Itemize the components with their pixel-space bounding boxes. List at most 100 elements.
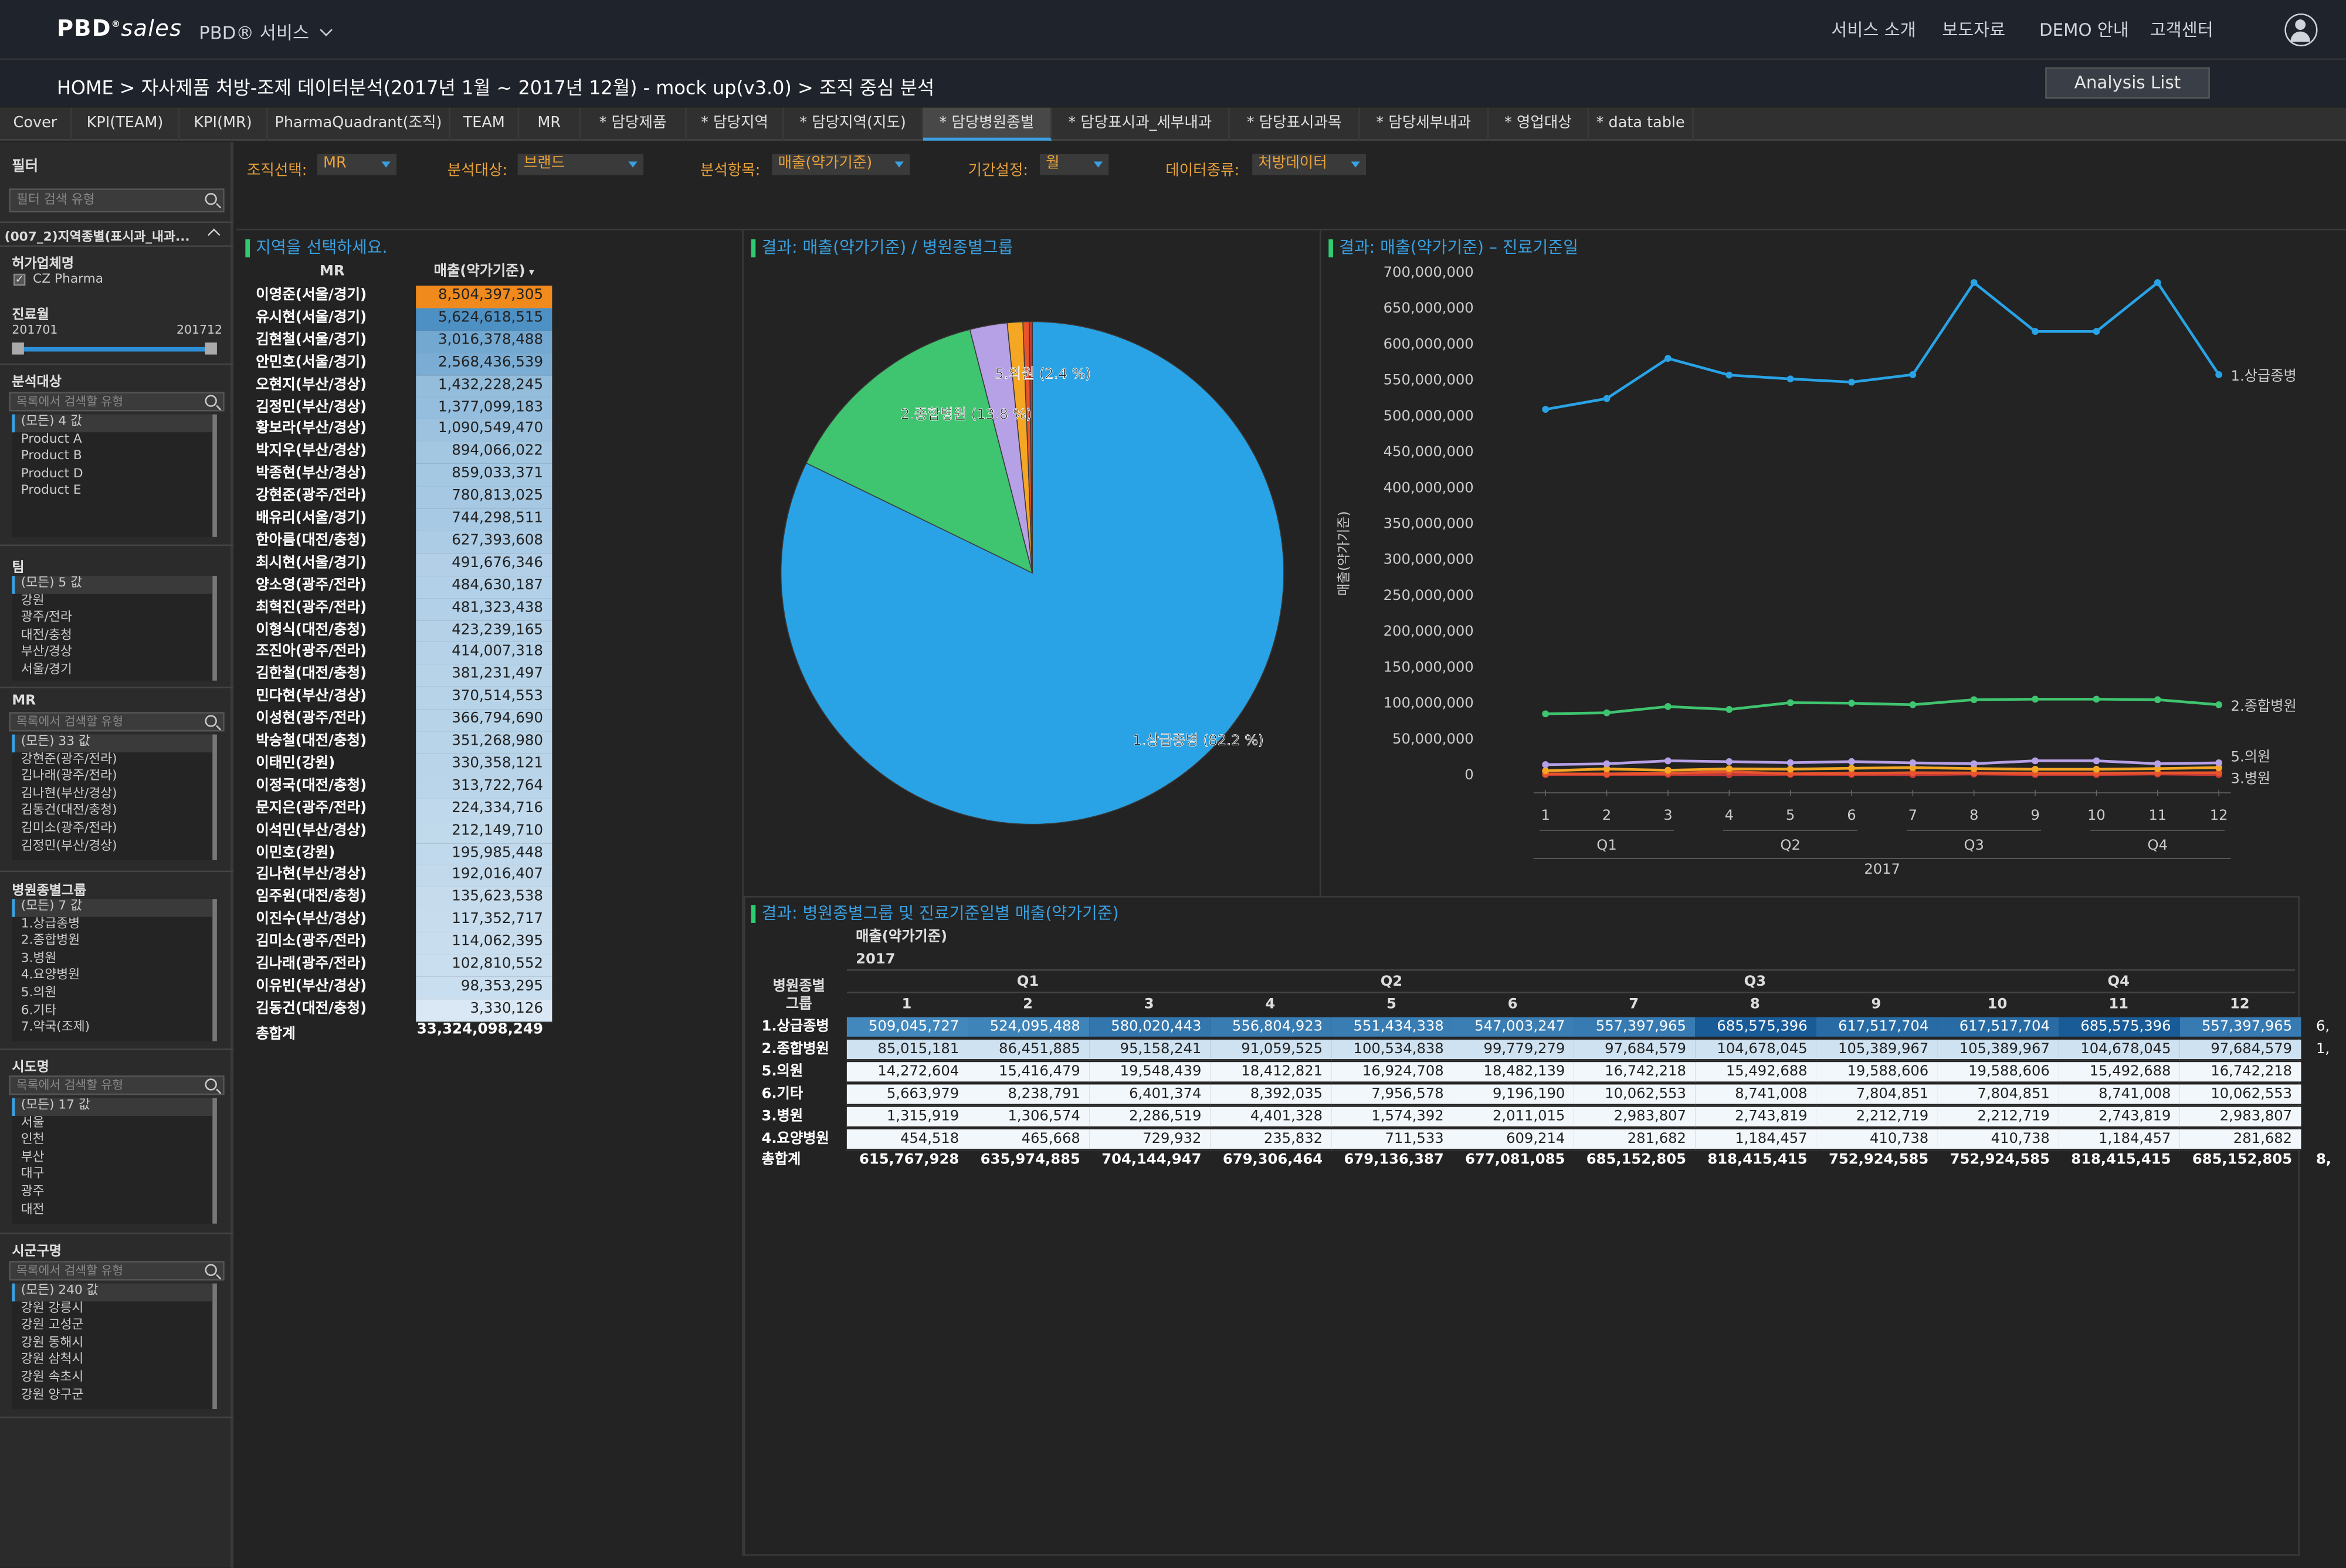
sido-search-input[interactable]: 목록에서 검색할 유형 xyxy=(9,1075,225,1095)
mr-table-row[interactable]: 조진아(광주/전라) 414,007,318 xyxy=(250,642,552,666)
data-point[interactable] xyxy=(1909,769,1917,776)
mr-table-row[interactable]: 이영준(서울/경기) 8,504,397,305 xyxy=(250,286,552,310)
mr-table-row[interactable]: 이형식(대전/충청) 423,239,165 xyxy=(250,620,552,644)
list-item[interactable]: 강원 양구군 xyxy=(21,1387,84,1403)
list-item[interactable]: 김나현(부산/경상) xyxy=(21,786,117,802)
data-point[interactable] xyxy=(1848,765,1855,772)
row-label[interactable]: 1.상급종병 xyxy=(761,1019,829,1036)
mr-table-row[interactable]: 강현준(광주/전라) 780,813,025 xyxy=(250,486,552,510)
period-slider-handle-start[interactable] xyxy=(12,342,24,355)
sigungu-search-input[interactable]: 목록에서 검색할 유형 xyxy=(9,1261,225,1281)
list-item[interactable]: 강원 삼척시 xyxy=(21,1353,84,1368)
sort-icon[interactable]: ▾ xyxy=(525,266,534,279)
table-cell[interactable]: 86,451,885 xyxy=(968,1039,1090,1061)
data-point[interactable] xyxy=(1603,395,1611,402)
mr-table-row[interactable]: 김정민(부산/경상) 1,377,099,183 xyxy=(250,397,552,421)
data-point[interactable] xyxy=(1909,764,1917,771)
data-point[interactable] xyxy=(1603,765,1611,773)
table-cell[interactable]: 16,742,218 xyxy=(1574,1061,1696,1083)
list-item[interactable]: 4.요양병원 xyxy=(21,968,80,983)
list-item[interactable]: 인천 xyxy=(21,1132,45,1148)
data-point[interactable] xyxy=(1603,770,1611,778)
table-cell[interactable]: 711,533 xyxy=(1331,1128,1453,1150)
mr-table-row[interactable]: 이태민(강원) 330,358,121 xyxy=(250,754,552,778)
list-item[interactable]: Product B xyxy=(21,449,82,464)
data-point[interactable] xyxy=(1542,710,1550,718)
table-cell[interactable]: 2,743,819 xyxy=(2059,1106,2180,1128)
table-cell[interactable]: 8,392,035 xyxy=(1210,1084,1332,1105)
list-item[interactable]: 부산 xyxy=(21,1150,45,1165)
nav-demo[interactable]: DEMO 안내 xyxy=(2039,19,2129,40)
mr-table-row[interactable]: 양소영(광주/전라) 484,630,187 xyxy=(250,575,552,599)
list-item[interactable]: 2.종합병원 xyxy=(21,934,80,949)
target-select-dropdown[interactable]: 브랜드 xyxy=(517,154,643,175)
list-item[interactable]: 강현준(광주/전라) xyxy=(21,752,117,767)
mr-table-row[interactable]: 김동건(대전/충청) 3,330,126 xyxy=(250,999,552,1023)
table-cell[interactable]: 1,184,457 xyxy=(1695,1128,1816,1150)
data-point[interactable] xyxy=(1542,767,1550,775)
list-item[interactable]: (모든) 7 값 xyxy=(12,899,213,917)
data-point[interactable] xyxy=(1664,703,1672,710)
mr-table-row[interactable]: 박지우(부산/경상) 894,066,022 xyxy=(250,442,552,466)
mr-list[interactable]: (모든) 33 값 강현준(광주/전라) 김나래(광주/전라) 김나현(부산/경상) 김… xyxy=(12,734,217,860)
table-cell[interactable]: 465,668 xyxy=(968,1128,1090,1150)
table-cell[interactable]: 2,983,807 xyxy=(2179,1106,2301,1128)
mr-table-row[interactable]: 이유빈(부산/경상) 98,353,295 xyxy=(250,976,552,1001)
data-point[interactable] xyxy=(2215,371,2223,378)
mr-table-row[interactable]: 최혁진(광주/전라) 481,323,438 xyxy=(250,598,552,622)
series-line-1.상급종병[interactable] xyxy=(1545,280,2220,411)
table-cell[interactable]: 9,196,190 xyxy=(1453,1084,1574,1105)
list-item[interactable]: 1.상급종병 xyxy=(21,916,80,932)
table-cell[interactable]: 19,588,606 xyxy=(1816,1061,1938,1083)
data-point[interactable] xyxy=(1664,757,1672,765)
search-icon[interactable] xyxy=(205,715,217,727)
table-cell[interactable]: 509,045,727 xyxy=(846,1017,968,1038)
table-cell[interactable]: 551,434,338 xyxy=(1331,1017,1453,1038)
sido-list[interactable]: (모든) 17 값 서울 인천 부산 대구 광주 대전 xyxy=(12,1098,217,1224)
mr-table-row[interactable]: 최시현(서울/경기) 491,676,346 xyxy=(250,553,552,577)
mr-table-row[interactable]: 이민호(강원) 195,985,448 xyxy=(250,843,552,867)
data-point[interactable] xyxy=(1786,759,1794,766)
list-item[interactable]: 김정민(부산/경상) xyxy=(21,838,117,854)
table-cell[interactable]: 95,158,241 xyxy=(1089,1039,1211,1061)
data-point[interactable] xyxy=(2032,328,2039,335)
data-point[interactable] xyxy=(1725,758,1733,765)
row-label[interactable]: 6.기타 xyxy=(761,1085,804,1102)
list-item[interactable]: 광주/전라 xyxy=(21,610,72,626)
table-cell[interactable]: 100,534,838 xyxy=(1331,1039,1453,1061)
table-cell[interactable]: 97,684,579 xyxy=(1574,1039,1696,1061)
data-point[interactable] xyxy=(1603,709,1611,717)
table-cell[interactable]: 5,663,979 xyxy=(846,1084,968,1105)
row-label[interactable]: 5.의원 xyxy=(761,1063,804,1080)
tab-0[interactable]: Cover xyxy=(0,107,72,141)
table-cell[interactable]: 19,588,606 xyxy=(1937,1061,2059,1083)
mr-table-row[interactable]: 한아름(대전/충청) 627,393,608 xyxy=(250,531,552,555)
org-select-dropdown[interactable]: MR xyxy=(317,154,397,175)
pbd-sales-logo[interactable]: PBD®sales xyxy=(56,15,182,42)
list-item[interactable]: 대구 xyxy=(21,1167,45,1183)
table-cell[interactable]: 97,684,579 xyxy=(2179,1039,2301,1061)
table-cell[interactable]: 18,412,821 xyxy=(1210,1061,1332,1083)
list-item[interactable]: (모든) 17 값 xyxy=(12,1098,213,1116)
list-item[interactable]: 강원 강릉시 xyxy=(21,1301,84,1316)
series-line-3.병원[interactable] xyxy=(1545,770,2219,776)
table-cell[interactable]: 91,059,525 xyxy=(1210,1039,1332,1061)
list-item[interactable]: 부산/경상 xyxy=(21,645,72,660)
table-cell[interactable]: 105,389,967 xyxy=(1816,1039,1938,1061)
data-point[interactable] xyxy=(1848,700,1855,707)
data-point[interactable] xyxy=(1970,760,1978,768)
tab-6[interactable]: * 담당제품 xyxy=(581,107,687,141)
tab-10[interactable]: * 담당표시과_세부내과 xyxy=(1052,107,1230,141)
table-cell[interactable]: 410,738 xyxy=(1937,1128,2059,1150)
list-item[interactable]: 김동건(대전/충청) xyxy=(21,803,117,819)
datatype-select-dropdown[interactable]: 처방데이터 xyxy=(1252,154,1367,175)
table-cell[interactable]: 8,238,791 xyxy=(968,1084,1090,1105)
list-item[interactable]: 김나래(광주/전라) xyxy=(21,769,117,785)
data-point[interactable] xyxy=(1909,701,1917,708)
data-point[interactable] xyxy=(1725,371,1733,379)
tab-7[interactable]: * 담당지역 xyxy=(687,107,784,141)
table-cell[interactable]: 547,003,247 xyxy=(1453,1017,1574,1038)
search-icon[interactable] xyxy=(205,1078,217,1091)
data-point[interactable] xyxy=(1848,378,1855,386)
table-cell[interactable]: 685,575,396 xyxy=(2059,1017,2180,1038)
